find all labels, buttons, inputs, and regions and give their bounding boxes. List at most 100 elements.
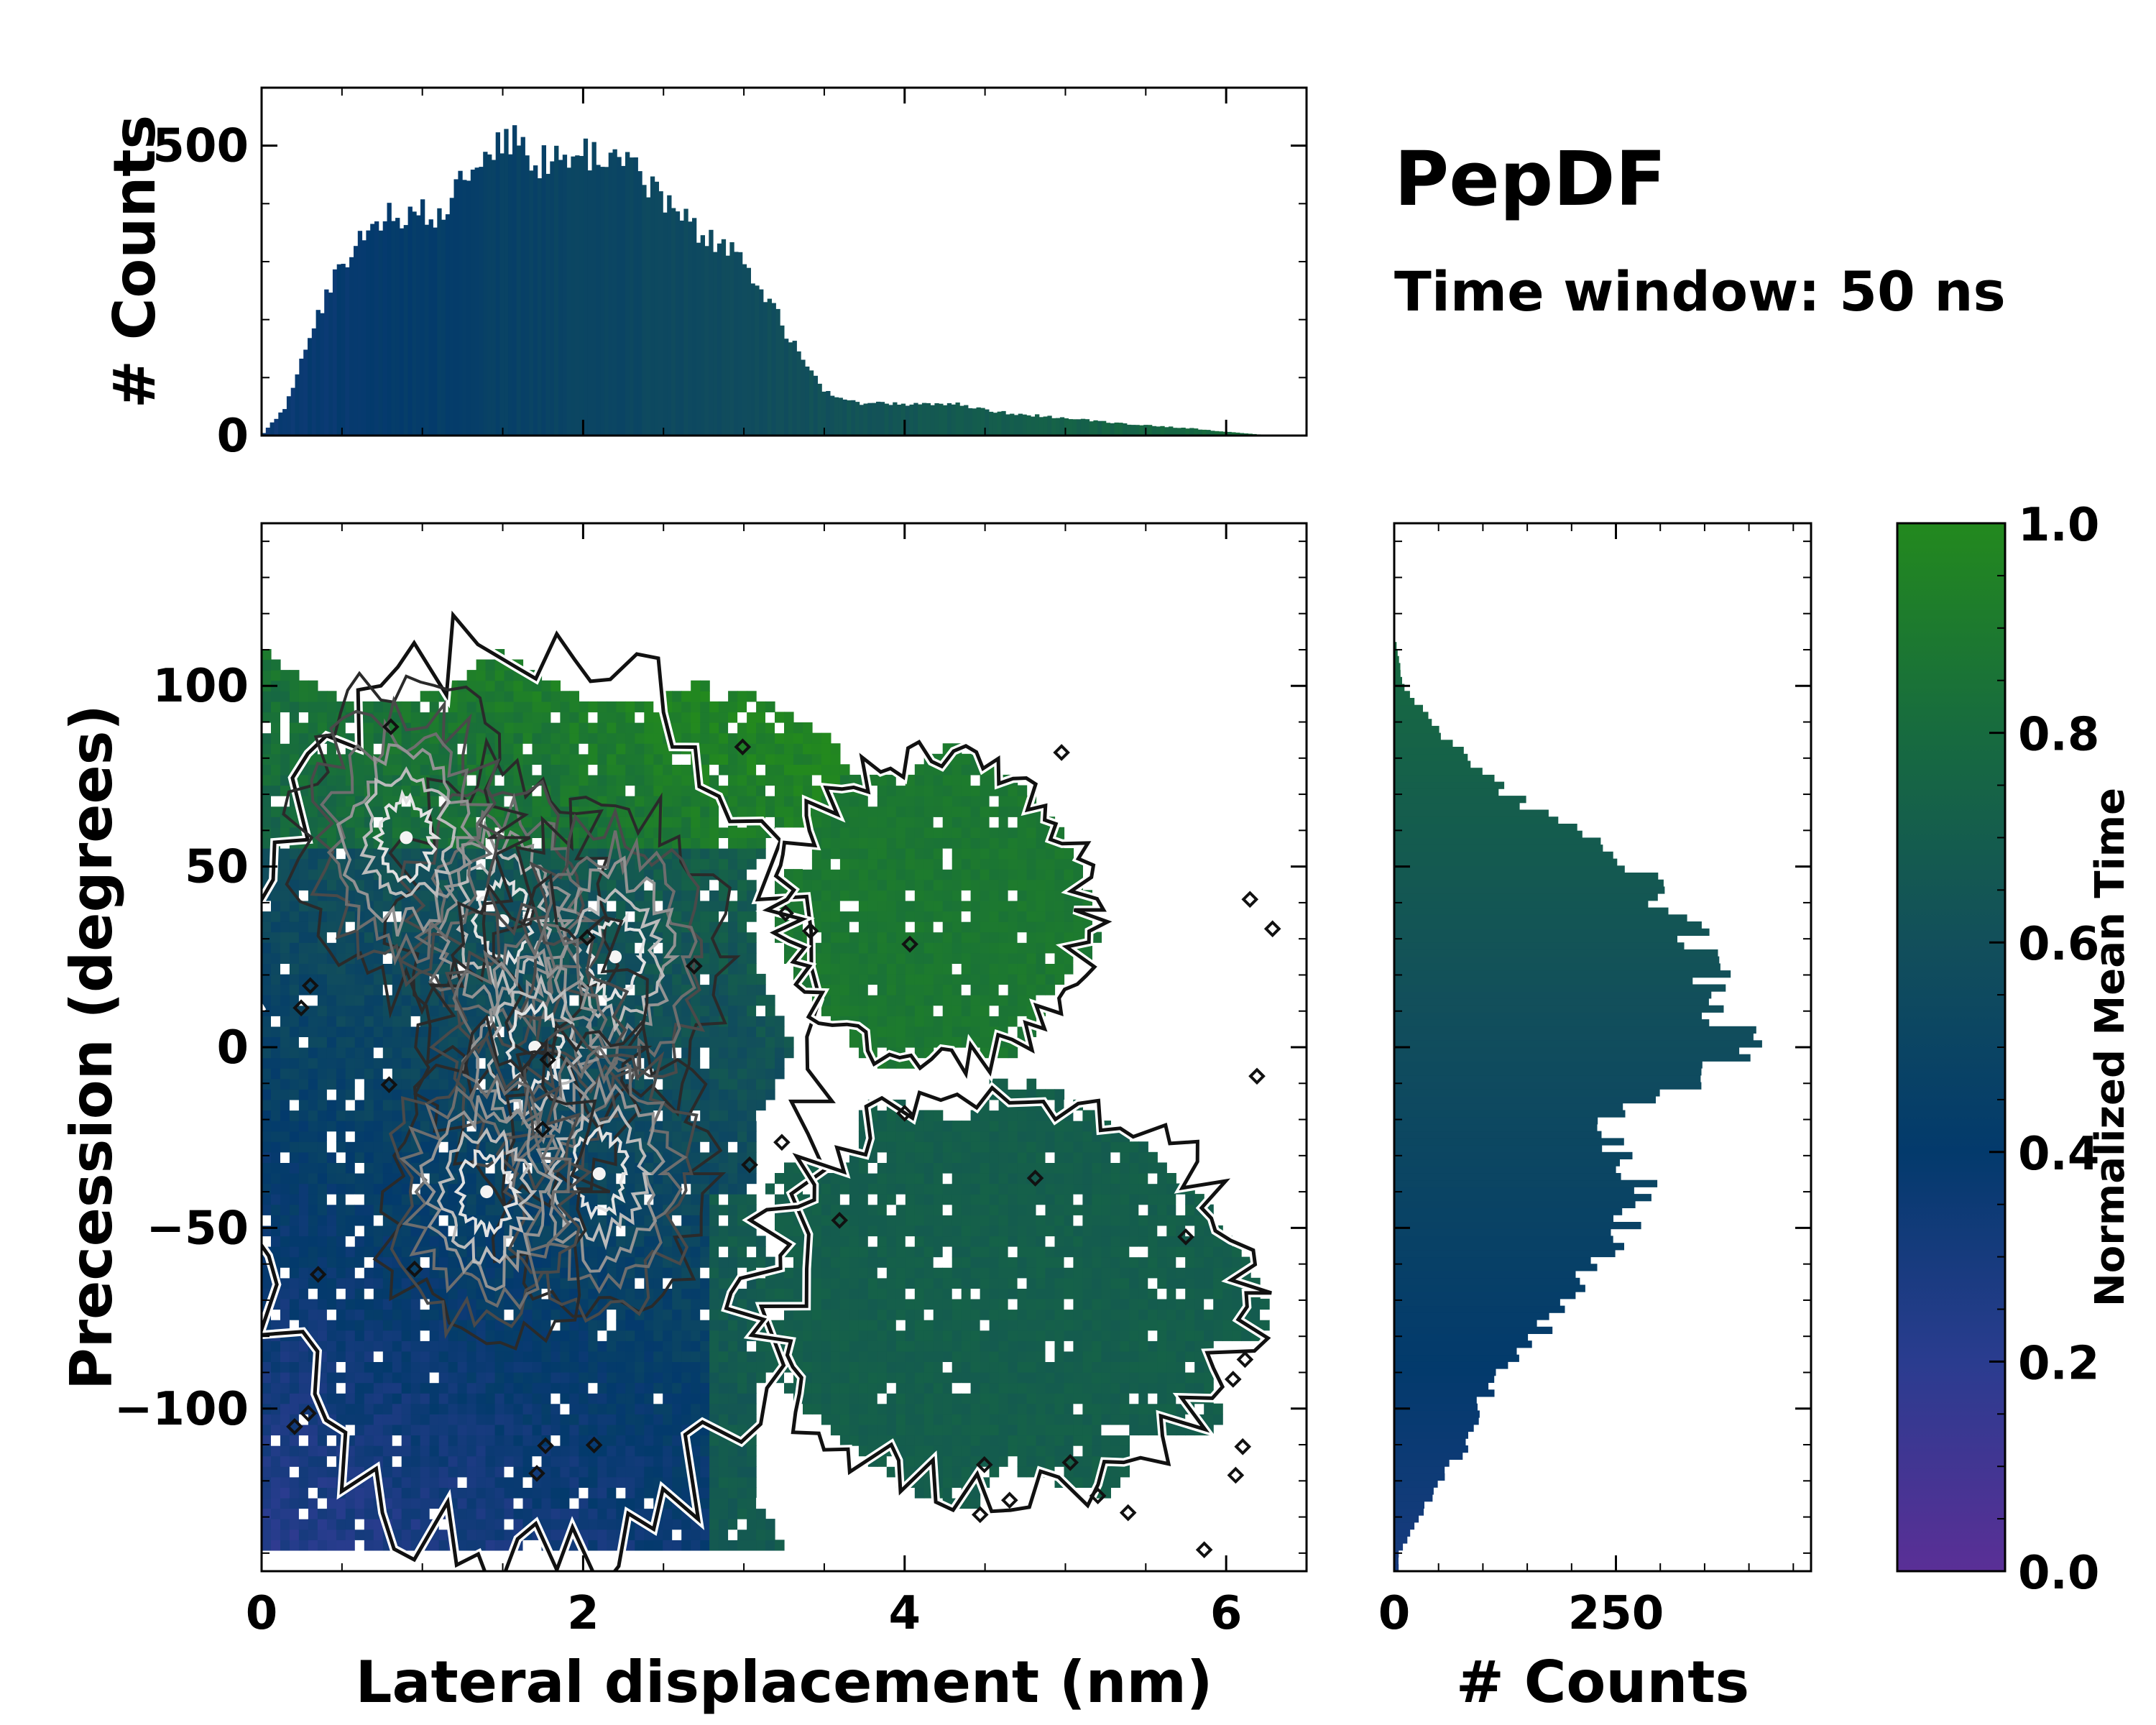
heatmap-cell [438, 973, 449, 985]
heatmap-cell [747, 1036, 757, 1048]
heatmap-cell [420, 1320, 430, 1331]
heatmap-cell [392, 1036, 402, 1048]
heatmap-cell [719, 1497, 729, 1509]
heatmap-cell [560, 1288, 570, 1300]
heatmap-cell [672, 1131, 682, 1142]
heatmap-cell [317, 1455, 328, 1467]
heatmap-cell [681, 1414, 691, 1425]
heatmap-cell [336, 1078, 346, 1090]
heatmap-cell [298, 1288, 309, 1300]
top-histogram-bar [1068, 419, 1073, 436]
heatmap-cell [401, 806, 412, 817]
heatmap-cell [280, 984, 290, 995]
heatmap-cell [728, 1540, 738, 1551]
heatmap-cell [466, 1277, 477, 1289]
heatmap-cell [401, 701, 412, 713]
heatmap-cell [345, 1121, 356, 1132]
heatmap-cell [597, 1519, 607, 1530]
heatmap-cell [793, 1351, 803, 1362]
heatmap-cell [392, 827, 402, 838]
top-histogram-bar [808, 370, 814, 436]
heatmap-empty-cell [429, 1372, 440, 1384]
heatmap-cell [289, 680, 300, 691]
heatmap-cell [354, 1361, 365, 1373]
heatmap-cell [635, 1393, 645, 1404]
heatmap-cell [728, 984, 738, 995]
heatmap-cell [262, 732, 272, 744]
heatmap-empty-cell [588, 1382, 598, 1394]
heatmap-cell [298, 963, 309, 975]
heatmap-cell [271, 890, 281, 901]
top-histogram-bar [320, 313, 325, 436]
heatmap-cell [271, 659, 281, 671]
heatmap-empty-cell [326, 1089, 337, 1100]
heatmap-cell [326, 1047, 337, 1059]
heatmap-cell [364, 1445, 374, 1457]
heatmap-cell [737, 796, 747, 807]
heatmap-cell [476, 1298, 487, 1310]
heatmap-cell [271, 1110, 281, 1121]
heatmap-empty-cell [504, 1519, 515, 1530]
heatmap-cell [793, 1277, 803, 1289]
heatmap-empty-cell [326, 1455, 337, 1467]
heatmap-cell [271, 1476, 281, 1488]
heatmap-cell [466, 1455, 477, 1467]
heatmap-cell [298, 732, 309, 744]
heatmap-cell [550, 1330, 561, 1341]
heatmap-cell [271, 1121, 281, 1132]
heatmap-cell [476, 691, 487, 702]
heatmap-cell [560, 1351, 570, 1362]
top-histogram-bar [838, 397, 843, 436]
heatmap-cell [410, 1057, 421, 1069]
heatmap-cell [522, 1393, 533, 1404]
heatmap-cell [457, 1078, 468, 1090]
heatmap-cell [737, 785, 747, 796]
heatmap-cell [317, 1540, 328, 1551]
heatmap-cell [401, 1320, 412, 1331]
top-histogram-bar [391, 221, 396, 436]
heatmap-cell [588, 1529, 598, 1540]
heatmap-cell [373, 1225, 384, 1237]
heatmap-cell [280, 1277, 290, 1289]
heatmap-cell [541, 1340, 552, 1352]
heatmap-cell [775, 1215, 785, 1226]
heatmap-cell [317, 1016, 328, 1027]
heatmap-cell [811, 1372, 822, 1384]
heatmap-cell [522, 1298, 533, 1310]
heatmap-cell [262, 1497, 272, 1509]
heatmap-cell [364, 1361, 374, 1373]
heatmap-cell [784, 1047, 794, 1059]
heatmap-cell [803, 732, 813, 744]
heatmap-cell [811, 1382, 822, 1394]
heatmap-cell [775, 1057, 785, 1069]
heatmap-cell [280, 1445, 290, 1457]
heatmap-cell [803, 764, 813, 776]
heatmap-cell [737, 995, 747, 1006]
heatmap-cell [560, 1424, 570, 1436]
heatmap-cell [691, 827, 701, 838]
heatmap-cell [569, 1476, 579, 1488]
top-histogram-bar [345, 267, 350, 436]
heatmap-cell [663, 1016, 673, 1027]
heatmap-cell [364, 984, 374, 995]
heatmap-cell [765, 1361, 775, 1373]
heatmap-cell [672, 1476, 682, 1488]
heatmap-cell [336, 1403, 346, 1414]
heatmap-cell [541, 1298, 552, 1310]
heatmap-cell [522, 774, 533, 786]
heatmap-cell [262, 1466, 272, 1478]
heatmap-cell [373, 984, 384, 995]
heatmap-cell [280, 670, 290, 681]
top-histogram-frame [260, 86, 1308, 437]
heatmap-cell [597, 1466, 607, 1478]
heatmap-cell [765, 753, 775, 765]
heatmap-cell [616, 900, 626, 912]
top-histogram-bar [474, 167, 479, 436]
top-histogram-bar [1139, 425, 1144, 436]
heatmap-cell [607, 732, 617, 744]
heatmap-cell [569, 1330, 579, 1341]
top-histogram-bar [1084, 419, 1090, 436]
heatmap-cell [326, 1005, 337, 1016]
heatmap-cell [765, 1005, 775, 1016]
heatmap-cell [271, 691, 281, 702]
